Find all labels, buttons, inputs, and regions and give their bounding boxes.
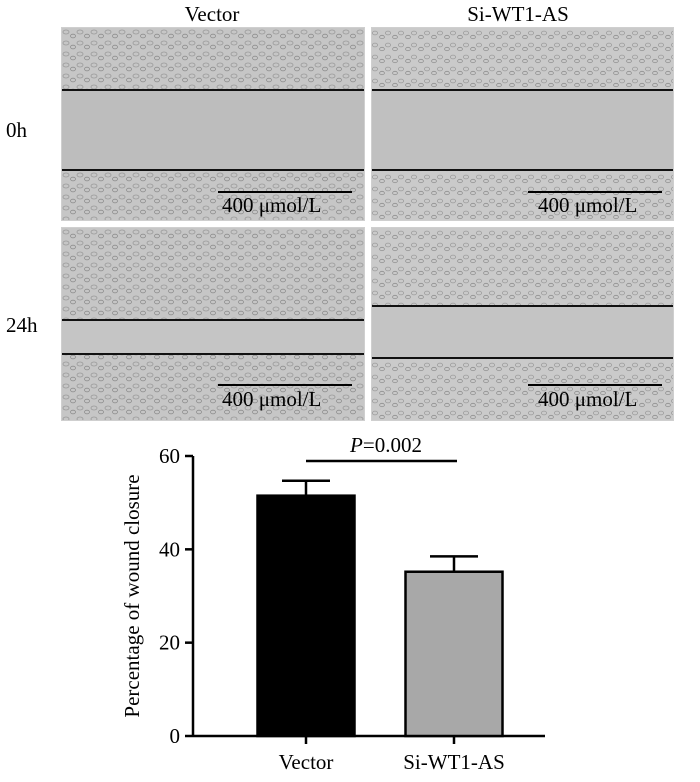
- y-tick-label: 60: [159, 444, 180, 468]
- bar-si-wt1-as: [404, 570, 504, 738]
- x-tick-label: Si-WT1-AS: [403, 750, 505, 774]
- y-axis-label: Percentage of wound closure: [120, 474, 144, 717]
- scale-bar-label: 400 μmol/L: [538, 387, 638, 411]
- micrograph-0h-si-wt1-as: 400 μmol/L: [371, 27, 674, 221]
- y-tick-label: 20: [159, 631, 180, 655]
- micrograph-24h-vector: 400 μmol/L: [61, 227, 365, 421]
- micrograph-0h-vector: 400 μmol/L: [61, 27, 365, 221]
- x-tick-label: Vector: [279, 750, 334, 774]
- row-label-24h: 24h: [6, 313, 38, 337]
- micrograph-24h-si-wt1-as: 400 μmol/L: [371, 227, 674, 421]
- column-label-si-wt1-as: Si-WT1-AS: [467, 2, 569, 26]
- y-tick-label: 40: [159, 537, 180, 561]
- bar-vector: [256, 494, 356, 738]
- y-tick-label: 0: [170, 724, 181, 748]
- column-label-vector: Vector: [184, 2, 240, 26]
- scale-bar-label: 400 μmol/L: [222, 193, 322, 217]
- scale-bar-label: 400 μmol/L: [538, 193, 638, 217]
- row-label-0h: 0h: [6, 118, 27, 142]
- p-value-annotation: P=0.002: [349, 433, 422, 457]
- scale-bar-label: 400 μmol/L: [222, 387, 322, 411]
